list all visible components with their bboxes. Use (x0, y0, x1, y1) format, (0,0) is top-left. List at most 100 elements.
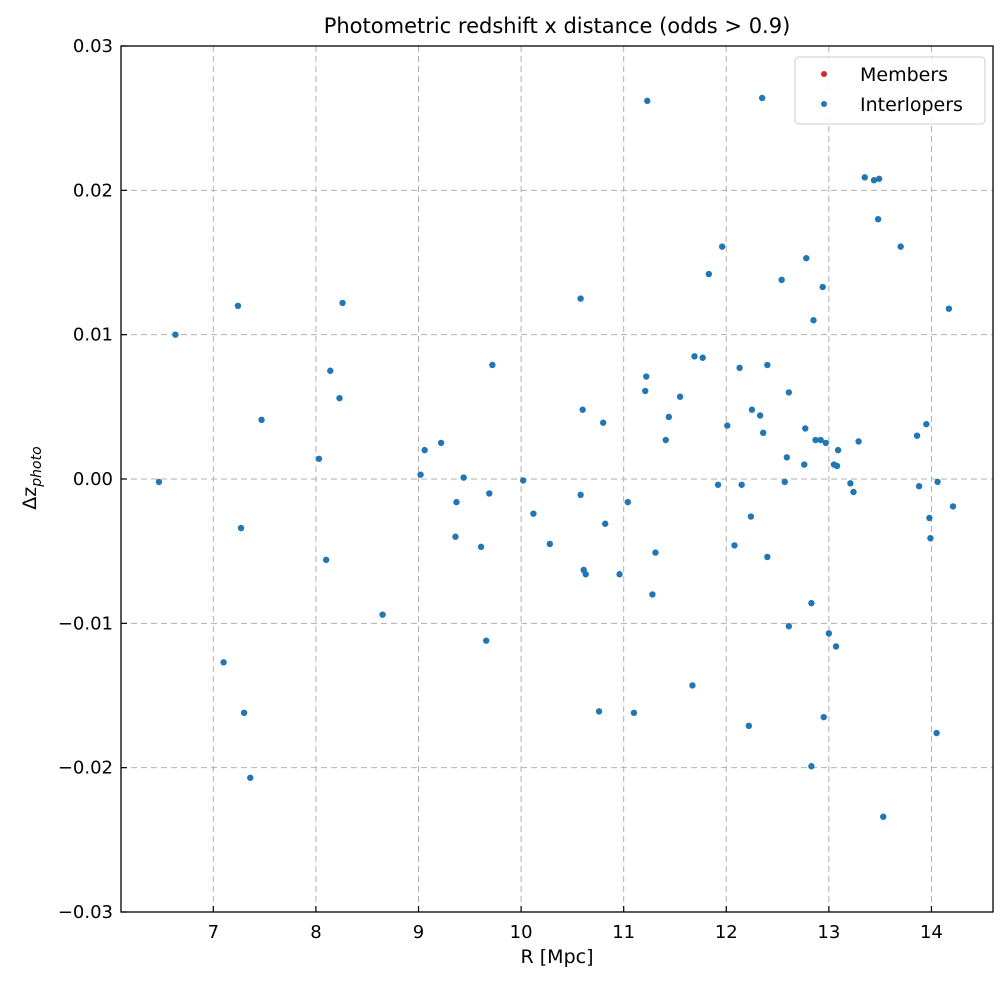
point-interlopers (649, 591, 656, 598)
point-interlopers (477, 543, 485, 551)
point-interlopers (802, 425, 809, 432)
point-interlopers (237, 524, 245, 532)
point-interlopers (825, 630, 833, 637)
point-interlopers (875, 175, 883, 182)
point-interlopers (945, 305, 953, 312)
point-interlopers (665, 413, 673, 421)
point-interlopers (240, 709, 248, 717)
point-interlopers (643, 373, 650, 380)
y-tick-label: 0.02 (73, 180, 113, 201)
point-interlopers (460, 474, 467, 481)
y-tick-label: 0.00 (73, 469, 113, 490)
point-interlopers (453, 498, 460, 506)
legend: Members Interlopers (794, 56, 986, 125)
point-interlopers (785, 623, 793, 630)
point-interlopers (699, 354, 706, 361)
point-interlopers (785, 389, 793, 396)
chart-title: Photometric redshift x distance (odds > … (324, 14, 791, 38)
point-interlopers (247, 774, 254, 781)
point-interlopers (689, 682, 696, 689)
point-interlopers (519, 477, 527, 484)
grid-lines (121, 46, 993, 912)
point-interlopers (577, 295, 584, 302)
point-interlopers (923, 420, 930, 428)
point-interlopers (764, 361, 771, 369)
point-interlopers (747, 513, 755, 520)
point-interlopers (817, 436, 824, 444)
point-interlopers (437, 439, 445, 447)
x-axis-label: R [Mpc] (521, 946, 594, 968)
point-interlopers (322, 556, 330, 564)
point-interlopers (934, 478, 941, 486)
point-interlopers (489, 361, 496, 369)
point-interlopers (855, 438, 862, 445)
point-interlopers (724, 422, 731, 429)
point-interlopers (801, 461, 808, 468)
point-interlopers (832, 643, 840, 650)
point-interlopers (748, 406, 756, 413)
point-interlopers (745, 722, 753, 730)
point-interlopers (808, 763, 815, 770)
point-interlopers (642, 387, 649, 395)
point-interlopers (714, 481, 722, 488)
x-tick-label: 14 (920, 922, 943, 943)
y-axis-label: Δzphoto (19, 446, 45, 509)
x-tick-label: 7 (208, 922, 219, 943)
x-tick-label: 9 (413, 922, 424, 943)
point-interlopers (172, 331, 179, 338)
point-interlopers (756, 412, 764, 419)
point-interlopers (452, 533, 459, 540)
point-interlopers (691, 353, 698, 360)
point-interlopers (486, 490, 493, 497)
point-interlopers (599, 419, 607, 426)
point-interlopers (731, 542, 738, 549)
point-interlopers (927, 534, 934, 542)
point-interlopers (850, 488, 857, 496)
point-interlopers (595, 708, 603, 715)
point-interlopers (915, 483, 923, 490)
y-axis-label-main: Δz (19, 487, 41, 510)
point-interlopers (630, 709, 638, 717)
point-interlopers (379, 611, 386, 618)
data-points (155, 94, 957, 820)
point-interlopers (644, 97, 651, 105)
point-interlopers (822, 439, 829, 447)
point-interlopers (834, 446, 842, 454)
point-interlopers (652, 549, 659, 556)
point-interlopers (417, 471, 424, 478)
point-interlopers (220, 659, 227, 666)
point-interlopers (327, 367, 334, 374)
point-interlopers (833, 462, 841, 470)
legend-label-interlopers: Interlopers (860, 94, 963, 116)
point-interlopers (258, 416, 265, 424)
point-interlopers (676, 393, 684, 400)
x-tick-label: 10 (510, 922, 533, 943)
legend-marker-interlopers (821, 101, 827, 107)
point-interlopers (662, 436, 669, 444)
point-interlopers (781, 478, 788, 486)
y-tick-label: −0.03 (58, 902, 113, 923)
point-interlopers (819, 283, 826, 291)
point-interlopers (582, 571, 589, 578)
point-interlopers (234, 302, 242, 309)
point-interlopers (760, 429, 767, 437)
point-interlopers (339, 299, 346, 307)
point-interlopers (764, 553, 771, 561)
point-interlopers (616, 571, 623, 578)
point-interlopers (155, 478, 163, 486)
x-tick-label: 8 (310, 922, 321, 943)
point-interlopers (810, 317, 817, 324)
point-interlopers (820, 713, 827, 721)
point-interlopers (530, 510, 537, 517)
point-interlopers (705, 270, 713, 278)
legend-box (794, 56, 986, 125)
point-interlopers (577, 491, 584, 499)
point-interlopers (808, 599, 815, 607)
point-interlopers (897, 243, 904, 250)
point-interlopers (778, 276, 785, 284)
point-interlopers (803, 254, 810, 262)
point-interlopers (624, 498, 631, 506)
x-tick-label: 13 (817, 922, 840, 943)
point-interlopers (315, 455, 323, 462)
point-interlopers (949, 503, 957, 510)
